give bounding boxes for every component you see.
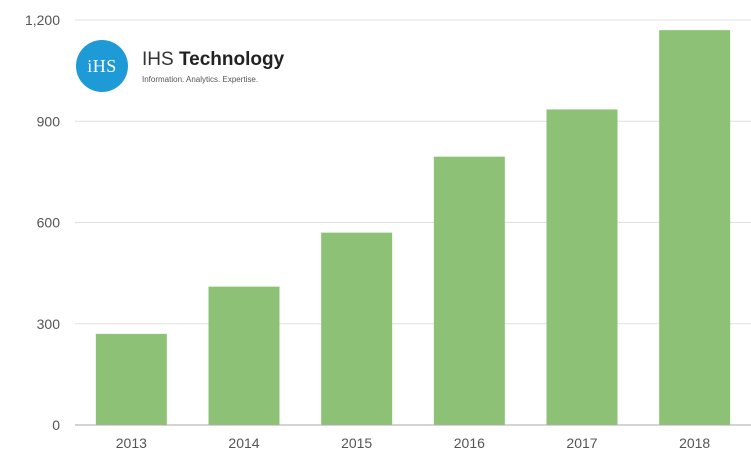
ihs-logo-title: IHS Technology (142, 49, 284, 71)
x-tick-label: 2018 (679, 435, 710, 451)
bars (95, 30, 731, 425)
gridlines (75, 19, 751, 325)
y-tick-label: 0 (52, 417, 60, 433)
x-tick-label: 2017 (566, 435, 597, 451)
bar-2013 (95, 333, 167, 425)
x-tick-label: 2013 (116, 435, 147, 451)
x-tick-label: 2014 (228, 435, 259, 451)
ihs-logo-mark: iHS (76, 40, 128, 92)
x-tick-label: 2015 (341, 435, 372, 451)
y-tick-label: 600 (37, 215, 61, 231)
bar-2016 (433, 156, 505, 425)
ihs-logo-brand-bold: Technology (178, 48, 285, 70)
bar-2017 (546, 109, 618, 425)
y-tick-label: 300 (37, 316, 61, 332)
x-axis-ticks: 2013 2014 2015 2016 2017 2018 (116, 435, 711, 451)
ihs-logo-text: IHS Technology Information. Analytics. E… (142, 49, 284, 84)
x-tick-label: 2016 (454, 435, 485, 451)
ihs-logo: iHS IHS Technology Information. Analytic… (76, 40, 284, 92)
y-tick-label: 900 (37, 113, 61, 129)
y-tick-label: 1,200 (25, 12, 60, 28)
ihs-logo-tagline: Information. Analytics. Expertise. (142, 74, 259, 84)
bar-2018 (659, 30, 731, 425)
bar-2015 (321, 232, 393, 425)
bar-2014 (208, 286, 280, 425)
y-axis-ticks: 0 300 600 900 1,200 (25, 12, 60, 433)
ihs-logo-brand: IHS (142, 48, 174, 70)
